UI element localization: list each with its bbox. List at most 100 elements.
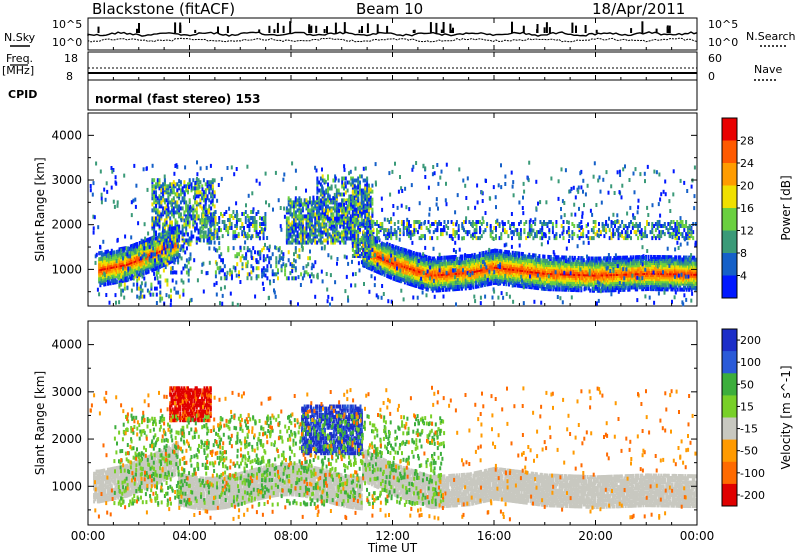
- power-cell: [153, 240, 156, 245]
- power-cell: [155, 254, 158, 259]
- power-cell: [377, 243, 380, 248]
- power-cell: [401, 259, 404, 264]
- power-cell: [173, 226, 175, 231]
- power-cell: [152, 267, 155, 272]
- power-cell: [577, 256, 580, 260]
- power-cell: [140, 248, 142, 253]
- power-cell: [103, 252, 106, 257]
- power-cell: [417, 278, 420, 283]
- power-cell: [121, 252, 123, 257]
- power-cell: [395, 245, 397, 250]
- power-cell: [165, 238, 168, 243]
- power-cell: [109, 251, 112, 256]
- power-cell: [138, 241, 141, 245]
- power-cell: [374, 266, 377, 271]
- power-cell: [138, 269, 141, 274]
- power-cell: [406, 251, 409, 255]
- power-cell: [402, 278, 405, 282]
- power-cell: [165, 235, 168, 240]
- power-cell: [100, 256, 103, 261]
- power-cell: [382, 270, 385, 275]
- power-cell: [115, 280, 118, 284]
- power-cell: [141, 272, 144, 277]
- power-cell: [146, 256, 149, 261]
- power-cell: [377, 252, 380, 256]
- power-cell: [100, 281, 103, 285]
- power-cell: [107, 265, 109, 270]
- power-cell: [155, 236, 157, 241]
- power-cell: [119, 253, 122, 258]
- power-cell: [162, 198, 165, 203]
- power-cell: [155, 216, 157, 221]
- power-cell: [374, 236, 377, 241]
- power-cell: [176, 230, 179, 235]
- power-cell: [414, 277, 417, 282]
- power-cell: [114, 254, 117, 259]
- power-cell: [538, 254, 541, 259]
- power-cell: [388, 242, 391, 247]
- power-cell: [99, 251, 102, 255]
- power-cell: [647, 287, 650, 291]
- power-cell: [549, 255, 552, 259]
- power-cell: [115, 249, 118, 254]
- power-cell: [411, 282, 414, 287]
- power-cell: [442, 288, 444, 292]
- power-cell: [158, 232, 161, 237]
- power-cell: [369, 264, 372, 269]
- power-cell: [158, 214, 161, 219]
- power-cell: [573, 255, 576, 260]
- power-cell: [409, 249, 411, 254]
- power-cell: [461, 254, 463, 259]
- power-cell: [362, 245, 365, 250]
- power-cell: [395, 275, 397, 280]
- power-cell: [378, 244, 381, 249]
- power-cell: [373, 266, 376, 271]
- power-cell: [386, 274, 389, 278]
- power-cell: [146, 238, 149, 243]
- power-cell: [153, 228, 156, 233]
- power-cell: [155, 198, 157, 203]
- power-cell: [416, 258, 419, 263]
- power-cell: [105, 276, 108, 280]
- power-cell: [397, 252, 400, 257]
- power-cell: [388, 275, 391, 280]
- power-cell: [398, 248, 401, 253]
- power-cell: [175, 243, 178, 248]
- power-cell: [407, 249, 410, 254]
- power-cell: [104, 268, 107, 273]
- power-cell: [123, 278, 126, 283]
- power-cell: [160, 184, 163, 189]
- power-cell: [391, 244, 394, 248]
- power-cell: [121, 259, 123, 263]
- power-cell: [174, 247, 177, 252]
- power-cell: [129, 244, 132, 249]
- power-cell: [131, 274, 134, 279]
- power-cell: [104, 250, 107, 255]
- power-cell: [405, 278, 408, 283]
- power-cell: [151, 236, 154, 241]
- power-cell: [163, 206, 166, 211]
- power-cell: [386, 241, 389, 246]
- power-cell: [402, 259, 405, 264]
- power-cell: [384, 245, 387, 250]
- power-cell: [147, 253, 150, 258]
- power-cell: [406, 281, 409, 286]
- power-cell: [142, 239, 145, 244]
- power-cell: [141, 266, 144, 271]
- power-cell: [152, 263, 155, 268]
- power-cell: [363, 261, 366, 266]
- power-cell: [165, 220, 168, 225]
- power-cell: [143, 261, 146, 266]
- power-cell: [162, 206, 165, 211]
- power-cell: [396, 259, 399, 264]
- power-cell: [632, 255, 635, 260]
- power-cell: [153, 190, 156, 195]
- power-cell: [158, 186, 161, 191]
- power-cell: [122, 246, 125, 251]
- power-cell: [414, 253, 417, 258]
- power-cell: [151, 178, 154, 183]
- power-cell: [98, 257, 101, 262]
- power-cell: [407, 277, 410, 282]
- power-cell: [162, 190, 165, 195]
- power-cell: [142, 269, 145, 274]
